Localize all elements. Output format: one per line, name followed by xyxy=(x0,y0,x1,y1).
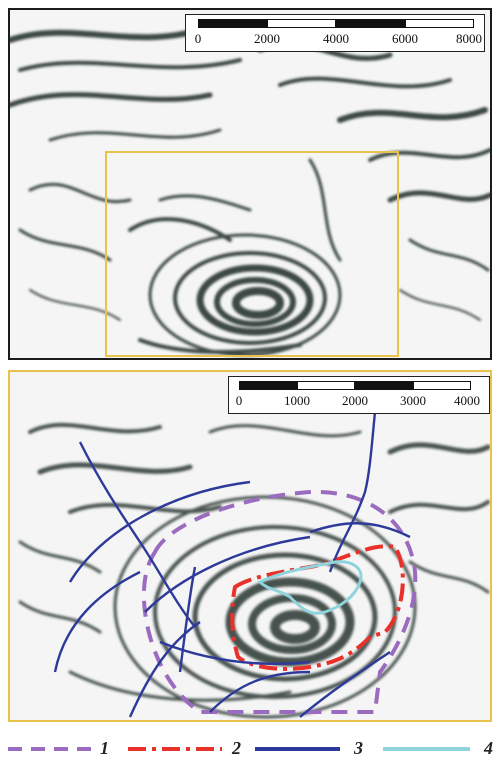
overview-gradient-map xyxy=(10,27,490,357)
legend-swatches xyxy=(8,747,470,751)
boundary-line-1 xyxy=(141,489,418,714)
scale-tick-label: 4000 xyxy=(323,31,349,46)
detail-gradient-map xyxy=(18,411,490,719)
scale-bar-top: 0 2000 4000 6000 8000 xyxy=(185,14,485,52)
scale-tick-label: 1000 xyxy=(284,393,310,408)
inset-extent-box xyxy=(105,151,399,357)
scale-tick-label: 3000 xyxy=(400,393,426,408)
legend-label-2: 2 xyxy=(232,738,241,758)
scale-tick-label: 0 xyxy=(194,31,202,46)
scale-bar-bottom: 0 1000 2000 3000 4000 xyxy=(228,376,490,414)
scale-tick-label: 8000 xyxy=(456,31,482,46)
map-legend: 1 2 3 4 xyxy=(0,730,502,767)
fault-lines-3 xyxy=(53,411,411,718)
legend-label-4: 4 xyxy=(484,738,493,758)
scale-tick-label: 6000 xyxy=(392,31,418,46)
scale-tick-label: 2000 xyxy=(342,393,368,408)
legend-label-3: 3 xyxy=(354,738,363,758)
scale-tick-label: 4000 xyxy=(454,393,480,408)
scale-tick-label: 2000 xyxy=(254,31,280,46)
boundary-line-4 xyxy=(257,560,363,615)
legend-label-1: 1 xyxy=(100,738,109,758)
scale-tick-label: 0 xyxy=(235,393,243,408)
detail-map-panel: 0 1000 2000 3000 4000 xyxy=(8,370,492,722)
overview-map-panel: 0 2000 4000 6000 8000 xyxy=(8,8,492,360)
